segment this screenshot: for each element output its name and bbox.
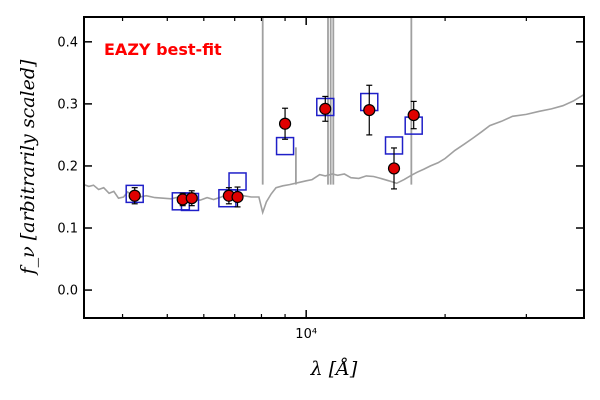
y-tick-label: 0.4 bbox=[57, 35, 78, 50]
observed-flux-point bbox=[387, 162, 401, 175]
y-tick-label: 0.2 bbox=[57, 159, 78, 174]
x-axis-label: λ [Å] bbox=[310, 358, 358, 380]
y-tick-label: 0.0 bbox=[57, 284, 78, 299]
observed-flux-point bbox=[363, 103, 376, 117]
model-spectrum-line bbox=[84, 93, 584, 216]
observed-flux-point bbox=[185, 192, 198, 205]
observed-flux-point bbox=[407, 108, 420, 122]
observed-flux-point bbox=[319, 102, 332, 115]
observed-flux-point bbox=[128, 189, 141, 202]
y-tick-label: 0.1 bbox=[57, 222, 78, 237]
x-tick-label: 10⁴ bbox=[295, 327, 317, 342]
plot-data-layer bbox=[84, 17, 584, 216]
observed-flux-point bbox=[231, 190, 244, 204]
plot-frame bbox=[83, 16, 585, 319]
y-axis-label: f_ν [arbitrarily scaled] bbox=[17, 59, 39, 276]
annotation-eazy-best-fit: EAZY best-fit bbox=[104, 40, 222, 59]
observed-flux-point bbox=[278, 117, 292, 130]
y-tick-label: 0.3 bbox=[57, 97, 78, 112]
